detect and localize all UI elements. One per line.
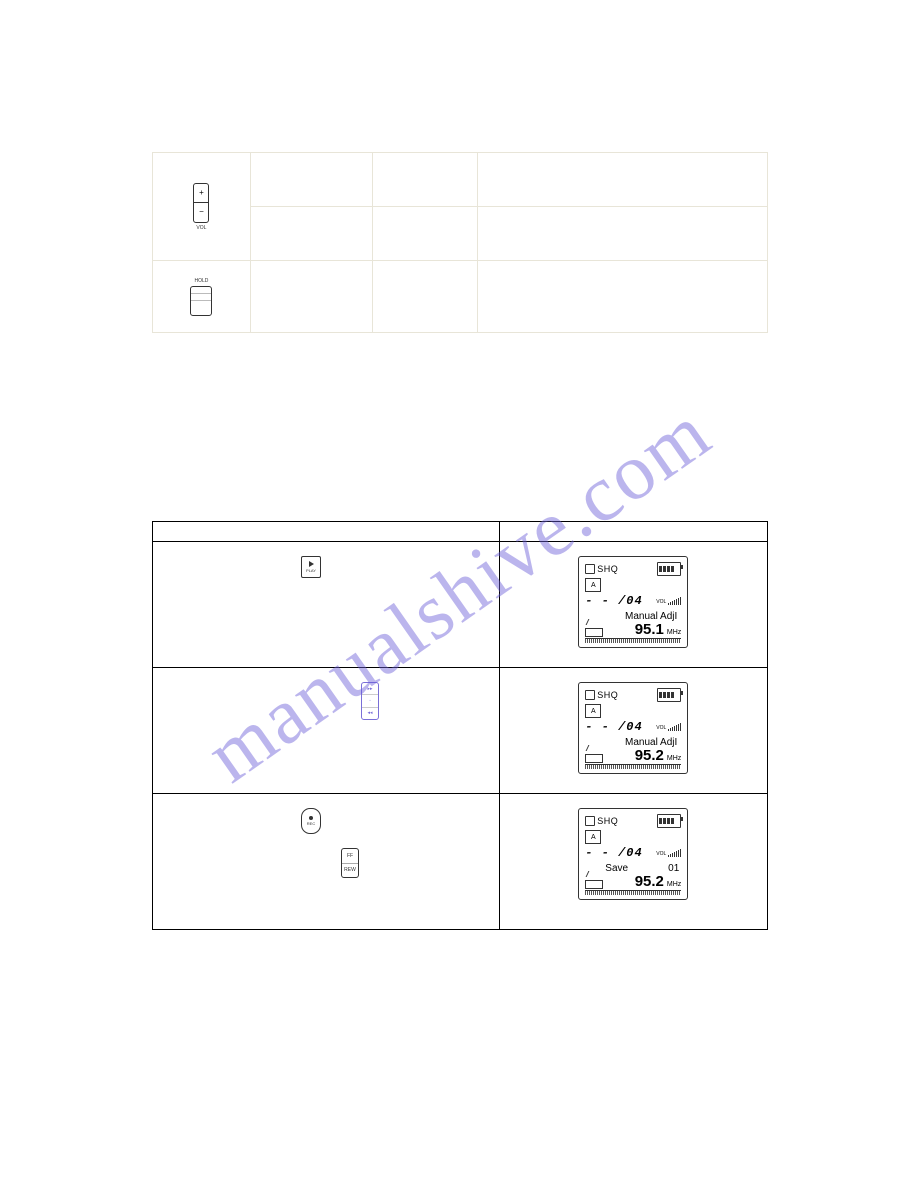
shq-label: SHQ bbox=[597, 564, 618, 574]
cell-r2c2 bbox=[250, 207, 372, 261]
save-text: Save bbox=[605, 863, 628, 874]
cell-r3c2 bbox=[250, 261, 372, 333]
cell-r2c3 bbox=[372, 207, 478, 261]
folder-icon: A bbox=[585, 830, 601, 844]
folder-icon: A bbox=[585, 704, 601, 718]
cell-r1c4 bbox=[478, 153, 768, 207]
manual-page: + − VOL HOLD bbox=[0, 0, 918, 1188]
radio-icon bbox=[585, 875, 603, 889]
radio-icon bbox=[585, 749, 603, 763]
hold-switch-icon bbox=[190, 286, 212, 316]
bell-icon bbox=[585, 690, 595, 700]
cell-r3c4 bbox=[478, 261, 768, 333]
hatch-pattern bbox=[585, 639, 681, 643]
frequency-value: 95.1 bbox=[635, 622, 664, 637]
header-right bbox=[499, 522, 767, 542]
volume-bars-icon: VOL bbox=[656, 849, 681, 857]
frequency-value: 95.2 bbox=[635, 748, 664, 763]
lcd-screen-3: SHQ A - - /04 VOL bbox=[578, 808, 688, 900]
rocker-button-icon: ▸▸◦◂◂ bbox=[361, 682, 379, 720]
cell-r3c3 bbox=[372, 261, 478, 333]
battery-icon bbox=[657, 688, 681, 702]
rec-label: REC bbox=[307, 821, 315, 826]
vol-label: VOL bbox=[154, 225, 249, 231]
mhz-unit: MHz bbox=[667, 629, 681, 636]
hold-label: HOLD bbox=[154, 278, 249, 284]
volume-bars-icon: VOL bbox=[656, 597, 681, 605]
bell-icon bbox=[585, 564, 595, 574]
play-triangle-icon bbox=[309, 561, 314, 567]
lcd-screen-1: SHQ A - - /04 VOL Manual AdjI bbox=[578, 556, 688, 648]
radio-icon bbox=[585, 623, 603, 637]
vol-plus: + bbox=[194, 184, 208, 203]
save-num: 01 bbox=[668, 863, 679, 874]
hold-cell: HOLD bbox=[153, 261, 251, 333]
rec-button-icon: REC bbox=[301, 808, 321, 834]
step1-right: SHQ A - - /04 VOL Manual AdjI bbox=[499, 542, 767, 668]
vol-cell: + − VOL bbox=[153, 153, 251, 261]
mode-text: Manual AdjI bbox=[585, 737, 681, 748]
header-left bbox=[153, 522, 500, 542]
radio-steps-table: PLAY SHQ A - - /04 VOL bbox=[152, 521, 768, 930]
frequency-value: 95.2 bbox=[635, 874, 664, 889]
battery-icon bbox=[657, 814, 681, 828]
volume-button-icon: + − bbox=[193, 183, 209, 223]
mode-text: Manual AdjI bbox=[585, 611, 681, 622]
cell-r2c4 bbox=[478, 207, 768, 261]
file-counter: - - /04 bbox=[585, 594, 642, 608]
step2-left: ▸▸◦◂◂ bbox=[153, 668, 500, 794]
folder-icon: A bbox=[585, 578, 601, 592]
bell-icon bbox=[585, 816, 595, 826]
vol-minus: − bbox=[194, 203, 208, 222]
rew-button-icon: FF REW bbox=[341, 848, 359, 878]
step1-left: PLAY bbox=[153, 542, 500, 668]
volume-bars-icon: VOL bbox=[656, 723, 681, 731]
play-button-icon: PLAY bbox=[301, 556, 321, 578]
controls-table-top: + − VOL HOLD bbox=[152, 152, 768, 333]
cell-r1c3 bbox=[372, 153, 478, 207]
lcd-screen-2: SHQ A - - /04 VOL Manual AdjI bbox=[578, 682, 688, 774]
step3-right: SHQ A - - /04 VOL bbox=[499, 794, 767, 930]
rec-dot-icon bbox=[309, 816, 313, 820]
step3-left: REC FF REW bbox=[153, 794, 500, 930]
battery-icon bbox=[657, 562, 681, 576]
play-label: PLAY bbox=[306, 568, 316, 573]
step2-right: SHQ A - - /04 VOL Manual AdjI bbox=[499, 668, 767, 794]
cell-r1c2 bbox=[250, 153, 372, 207]
